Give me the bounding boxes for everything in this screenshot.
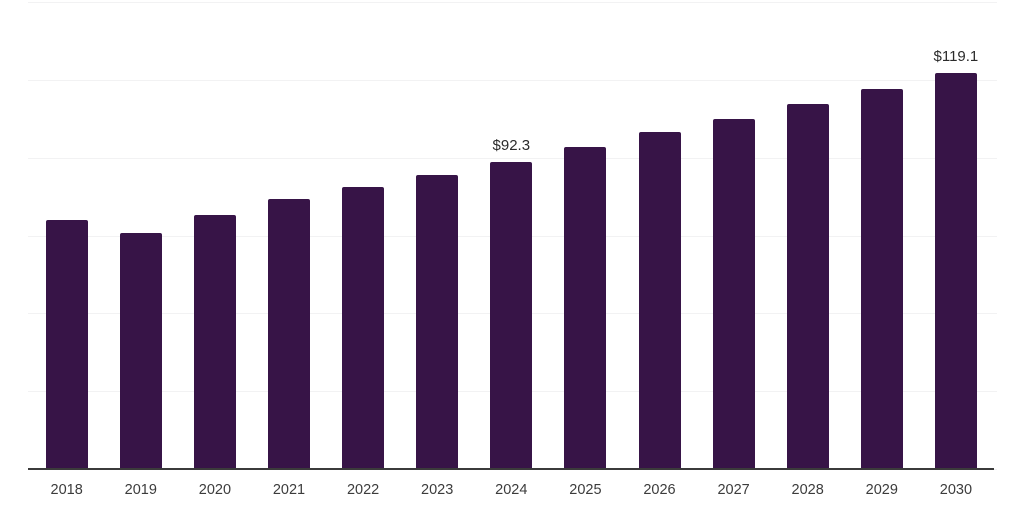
bar[interactable] [712,119,755,469]
bar[interactable] [786,104,829,469]
bar-value-label: $119.1 [933,48,979,66]
bar[interactable] [490,162,533,469]
x-axis-tick-label-2029: 2029 [865,482,898,498]
bar[interactable] [342,187,385,469]
bar[interactable] [934,73,977,469]
x-axis-line [28,468,994,470]
x-axis-tick-label-2028: 2028 [791,482,824,498]
x-axis-tick-label-2026: 2026 [643,482,676,498]
x-axis-tick-label-2019: 2019 [124,482,157,498]
bar[interactable] [45,220,88,469]
x-axis-tick-label-2025: 2025 [569,482,602,498]
x-axis-tick-label-2018: 2018 [50,482,83,498]
x-axis-tick-label-2022: 2022 [346,482,380,498]
x-axis-tick-label-2024: 2024 [495,482,528,498]
bar[interactable] [564,147,607,469]
x-axis-tick-label-2020: 2020 [198,482,232,498]
bar[interactable] [416,175,459,469]
bar[interactable] [860,89,903,469]
bar[interactable] [268,199,310,469]
x-axis-tick-label-2027: 2027 [717,482,750,498]
bar[interactable] [119,233,162,469]
x-axis-tick-label-2030: 2030 [939,482,973,498]
bar-value-label: $92.3 [492,137,531,155]
bar[interactable] [638,132,681,469]
bar[interactable] [193,215,236,469]
x-axis-tick-label-2021: 2021 [272,482,306,498]
x-axis-tick-label-2023: 2023 [421,482,454,498]
